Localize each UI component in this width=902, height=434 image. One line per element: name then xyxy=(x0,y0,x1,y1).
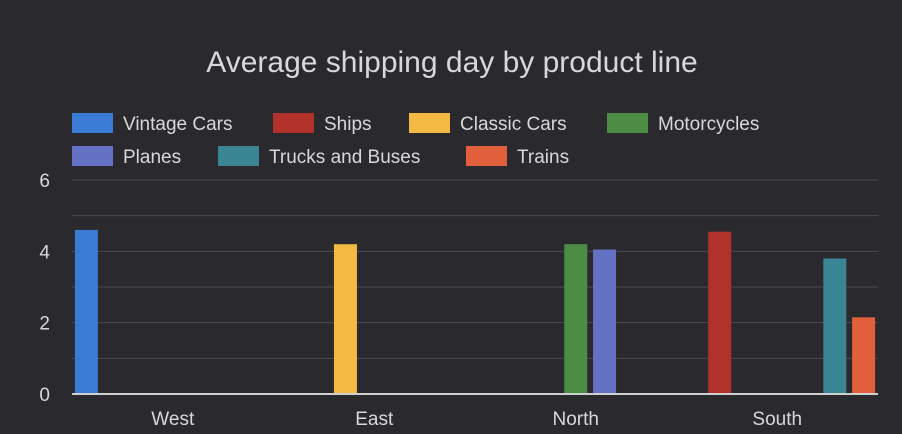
x-tick-label: West xyxy=(151,409,195,430)
gridlines xyxy=(72,179,878,359)
bar xyxy=(564,244,588,394)
x-tick-label: South xyxy=(752,409,802,430)
y-tick-label: 4 xyxy=(39,242,50,263)
bar xyxy=(593,249,617,394)
legend-label: Classic Cars xyxy=(460,114,567,135)
bar xyxy=(74,229,98,394)
chart-title: Average shipping day by product line xyxy=(206,46,697,79)
bar xyxy=(852,317,876,394)
y-axis-ticks: 0 2 4 6 xyxy=(39,171,50,406)
legend-label: Trucks and Buses xyxy=(269,147,420,168)
y-tick-label: 0 xyxy=(39,385,50,406)
x-axis-ticks: West East North South xyxy=(151,409,802,430)
y-tick-label: 2 xyxy=(39,314,50,335)
legend-swatch xyxy=(72,146,113,166)
legend-label: Ships xyxy=(324,114,372,135)
legend-label: Planes xyxy=(123,147,181,168)
x-tick-label: North xyxy=(553,409,599,430)
x-tick-label: East xyxy=(355,409,394,430)
bar xyxy=(823,258,847,394)
y-tick-label: 6 xyxy=(39,171,50,192)
bar xyxy=(333,244,357,394)
legend-label: Motorcycles xyxy=(658,114,759,135)
legend-swatch xyxy=(607,113,648,133)
bar xyxy=(708,231,732,394)
legend: Vintage Cars Ships Classic Cars Motorcycles… xyxy=(72,113,759,168)
legend-swatch xyxy=(409,113,450,133)
legend-swatch xyxy=(218,146,259,166)
legend-label: Vintage Cars xyxy=(123,114,233,135)
legend-swatch xyxy=(466,146,507,166)
legend-swatch xyxy=(273,113,314,133)
legend-label: Trains xyxy=(517,147,569,168)
legend-swatch xyxy=(72,113,113,133)
bars xyxy=(74,229,876,394)
